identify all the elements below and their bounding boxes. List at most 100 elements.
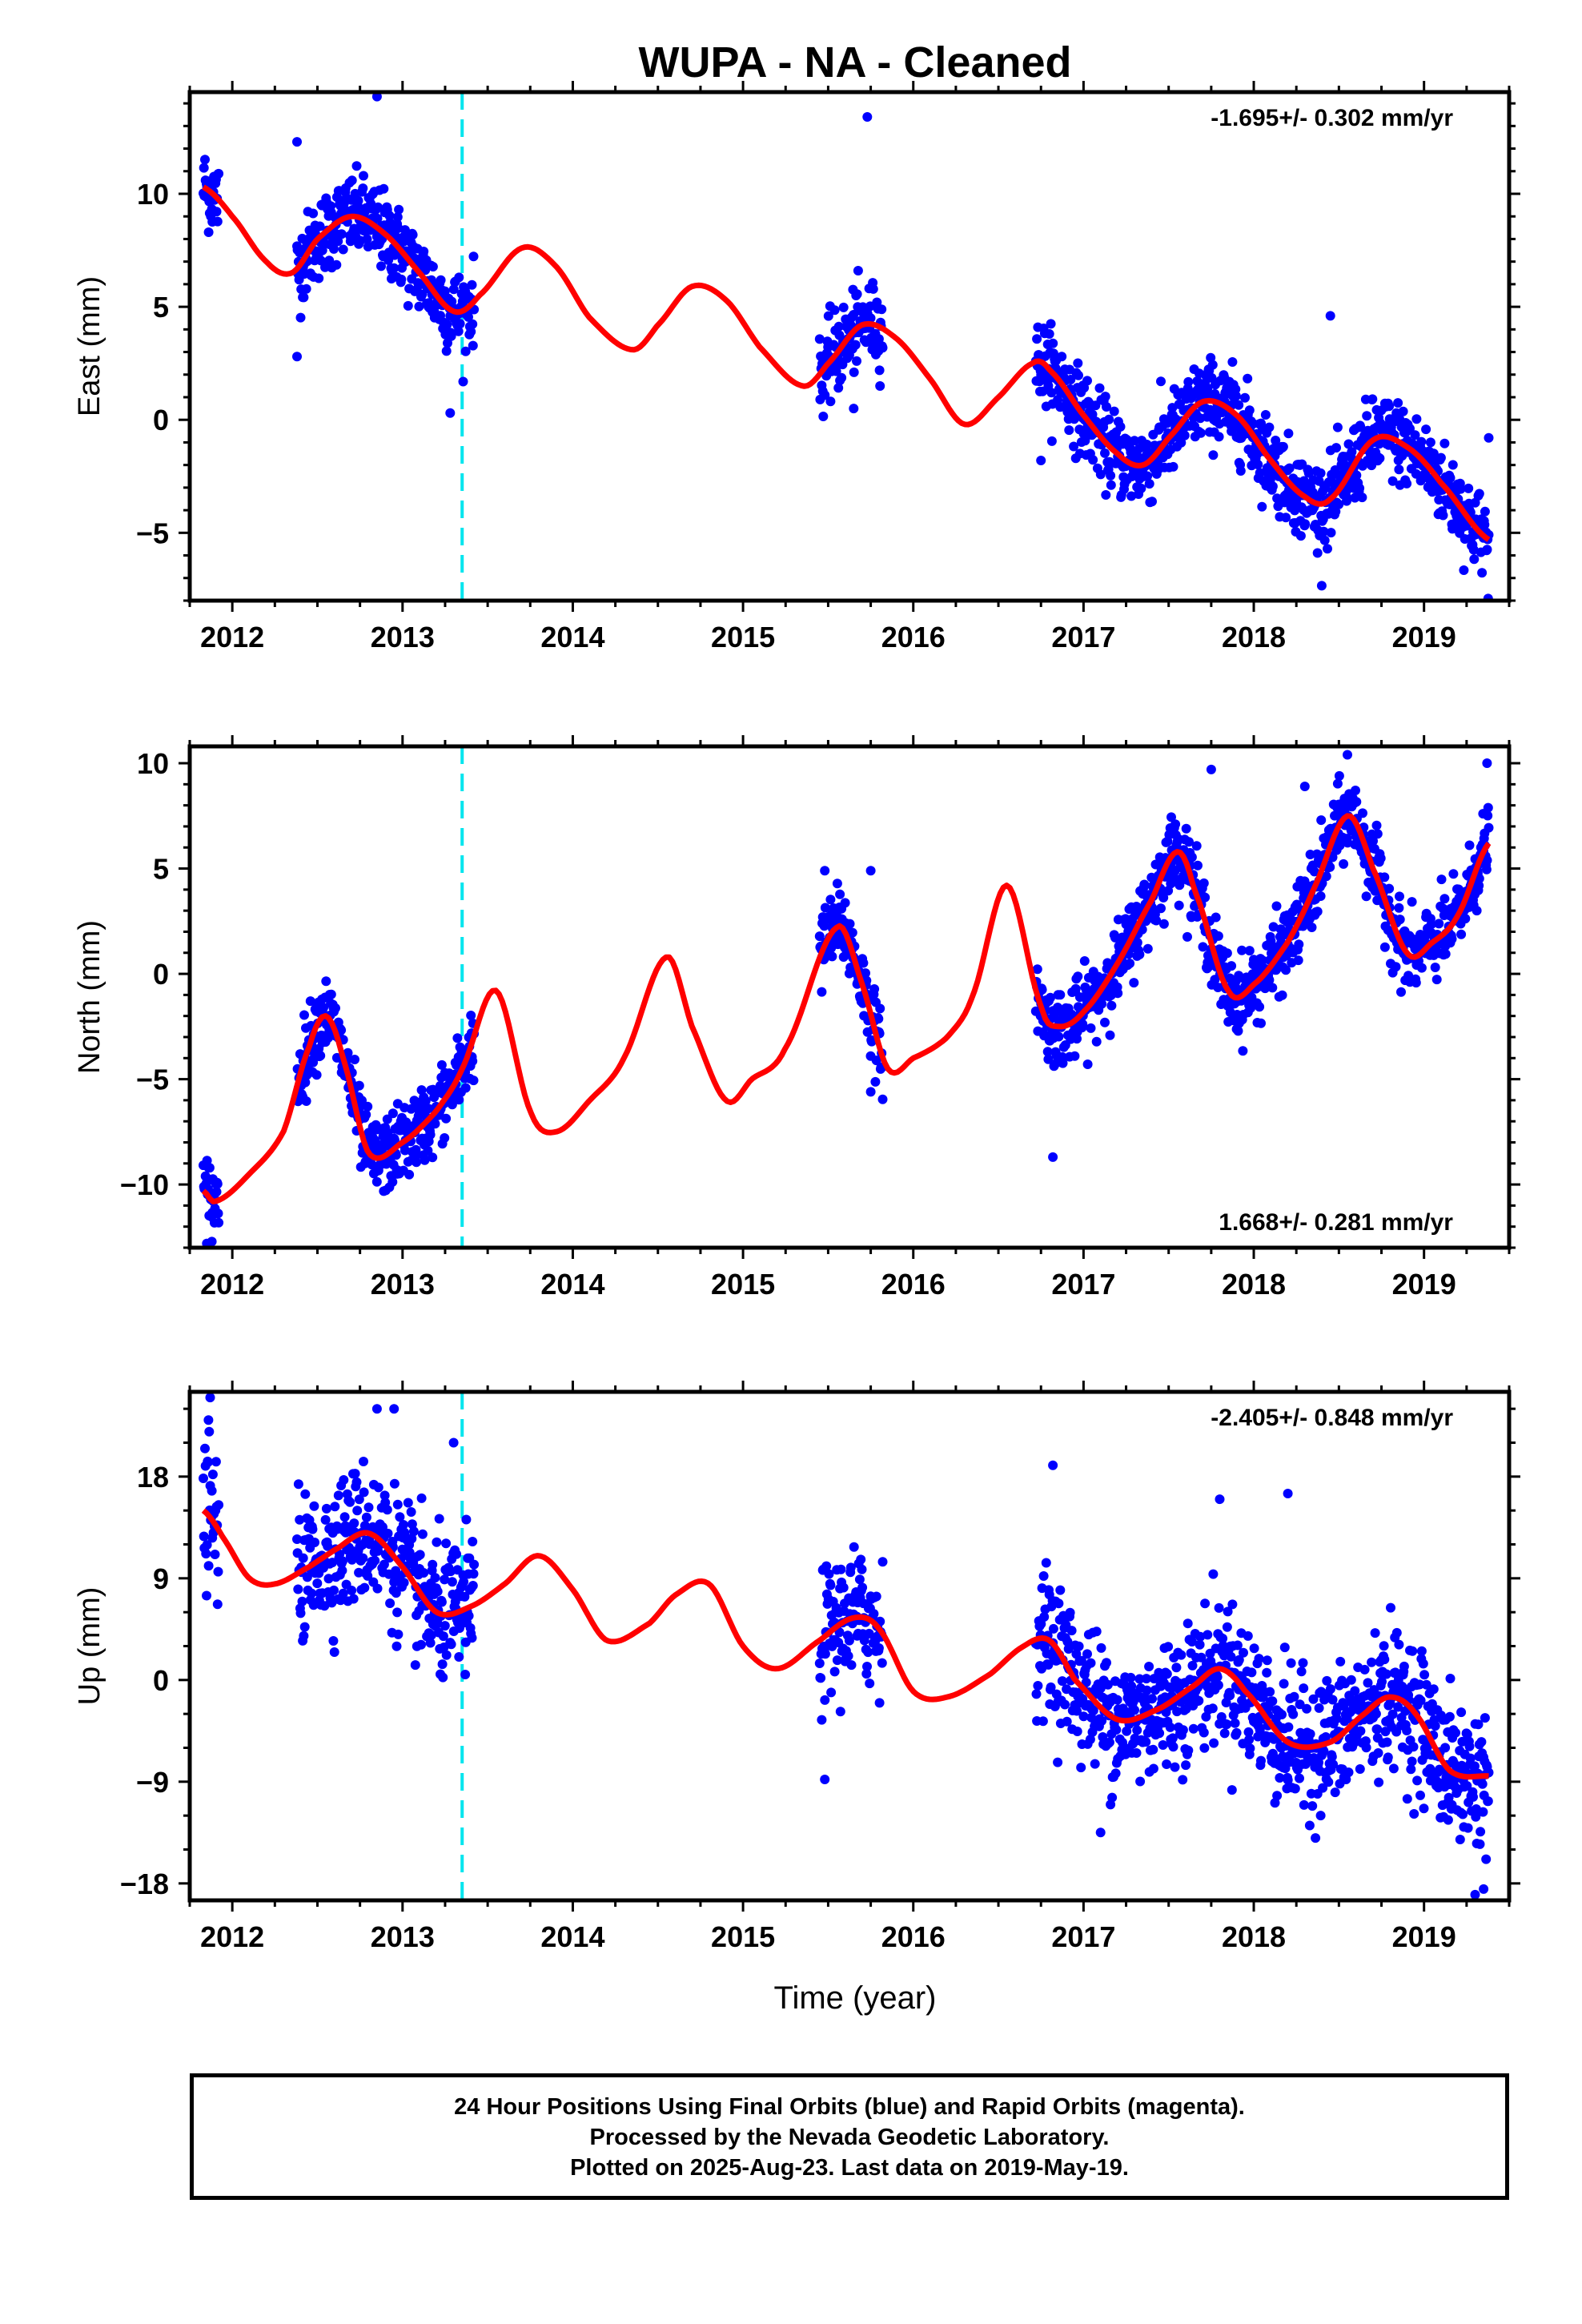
data-point [1456, 484, 1466, 494]
data-point [1482, 545, 1492, 555]
data-point [1321, 871, 1331, 882]
data-point [1195, 1631, 1206, 1642]
data-point [1372, 1724, 1383, 1735]
y-ticks [179, 762, 1520, 1249]
data-point [1312, 548, 1323, 558]
y-tick-label: 18 [137, 1461, 169, 1494]
data-point [453, 326, 464, 336]
data-point [203, 227, 214, 237]
data-point [1455, 1835, 1465, 1844]
data-point [425, 1129, 436, 1140]
data-point [1318, 1783, 1328, 1793]
data-point [849, 367, 859, 377]
data-point [1088, 455, 1098, 465]
data-point [1082, 376, 1092, 386]
data-point [1367, 394, 1378, 404]
data-point [1156, 903, 1166, 914]
data-point [1435, 452, 1446, 463]
data-point [436, 1597, 447, 1607]
data-point [436, 1059, 447, 1070]
data-point [408, 1526, 419, 1537]
data-point [1439, 894, 1450, 904]
x-tick-label: 2015 [711, 1920, 775, 1953]
data-point [1237, 945, 1247, 955]
data-point [1046, 1682, 1056, 1692]
data-point [450, 1597, 460, 1607]
data-point [1041, 1558, 1051, 1568]
data-point [1243, 373, 1253, 384]
data-point [1244, 1735, 1255, 1745]
data-point [468, 1569, 479, 1579]
y-tick-label: 10 [137, 178, 169, 211]
data-point [1231, 391, 1241, 401]
data-point [1387, 1709, 1398, 1719]
x-tick-label: 2013 [371, 1268, 435, 1301]
data-point [1277, 1710, 1287, 1719]
data-point [825, 895, 836, 905]
data-point [1430, 963, 1440, 972]
data-point [837, 372, 847, 383]
data-point [1208, 1569, 1219, 1579]
data-point [299, 1010, 309, 1020]
data-point [440, 1621, 450, 1631]
data-point [835, 1707, 845, 1717]
data-point [1440, 1743, 1451, 1753]
data-point [1227, 357, 1238, 367]
data-point [1186, 1637, 1197, 1647]
data-point [398, 1520, 408, 1530]
data-point [1199, 878, 1209, 888]
data-point [1407, 897, 1417, 907]
data-point [1139, 879, 1150, 890]
data-point [1477, 568, 1488, 578]
data-point [1200, 1598, 1211, 1609]
data-point [1444, 1711, 1455, 1722]
data-point [1176, 437, 1186, 448]
data-point [1271, 436, 1281, 445]
data-point [295, 312, 306, 323]
data-point [1264, 422, 1275, 432]
data-point [1069, 441, 1079, 452]
data-point [1302, 1703, 1312, 1714]
data-point [361, 1512, 371, 1522]
data-point [328, 1636, 339, 1646]
data-point [1314, 1703, 1324, 1713]
data-point [211, 207, 222, 217]
data-point [363, 1502, 374, 1513]
data-point [1257, 501, 1267, 512]
data-point [1445, 472, 1456, 483]
data-point [1162, 1669, 1172, 1679]
data-point [458, 376, 468, 387]
data-point [1355, 1764, 1365, 1774]
data-point [1222, 1622, 1232, 1632]
data-point [1233, 1026, 1243, 1036]
x-tick-label: 2019 [1392, 1920, 1456, 1953]
data-point [1267, 481, 1278, 492]
data-point [1407, 1756, 1417, 1767]
data-point [820, 1695, 830, 1705]
data-point [347, 1586, 357, 1595]
data-point [1471, 1811, 1481, 1822]
data-point [1078, 1711, 1089, 1722]
data-point [454, 272, 464, 283]
data-point [1339, 858, 1349, 869]
data-point [354, 1080, 364, 1091]
data-point [1326, 528, 1336, 538]
data-point [1330, 1787, 1340, 1798]
data-point [1042, 1047, 1053, 1057]
outlier-point [1283, 1489, 1293, 1498]
data-point [1256, 1755, 1266, 1766]
data-point [1299, 1683, 1309, 1694]
data-point [468, 1581, 478, 1590]
data-point [454, 1095, 464, 1105]
data-point [853, 266, 863, 275]
data-point [1066, 375, 1076, 384]
data-point [1254, 1654, 1264, 1664]
data-point [1327, 1695, 1338, 1705]
data-point [1298, 1658, 1308, 1668]
data-point [1130, 436, 1139, 446]
data-point [1154, 1728, 1165, 1739]
data-point [1142, 1685, 1152, 1695]
data-point [211, 1457, 221, 1467]
data-point [331, 1003, 340, 1013]
data-point [466, 327, 476, 337]
